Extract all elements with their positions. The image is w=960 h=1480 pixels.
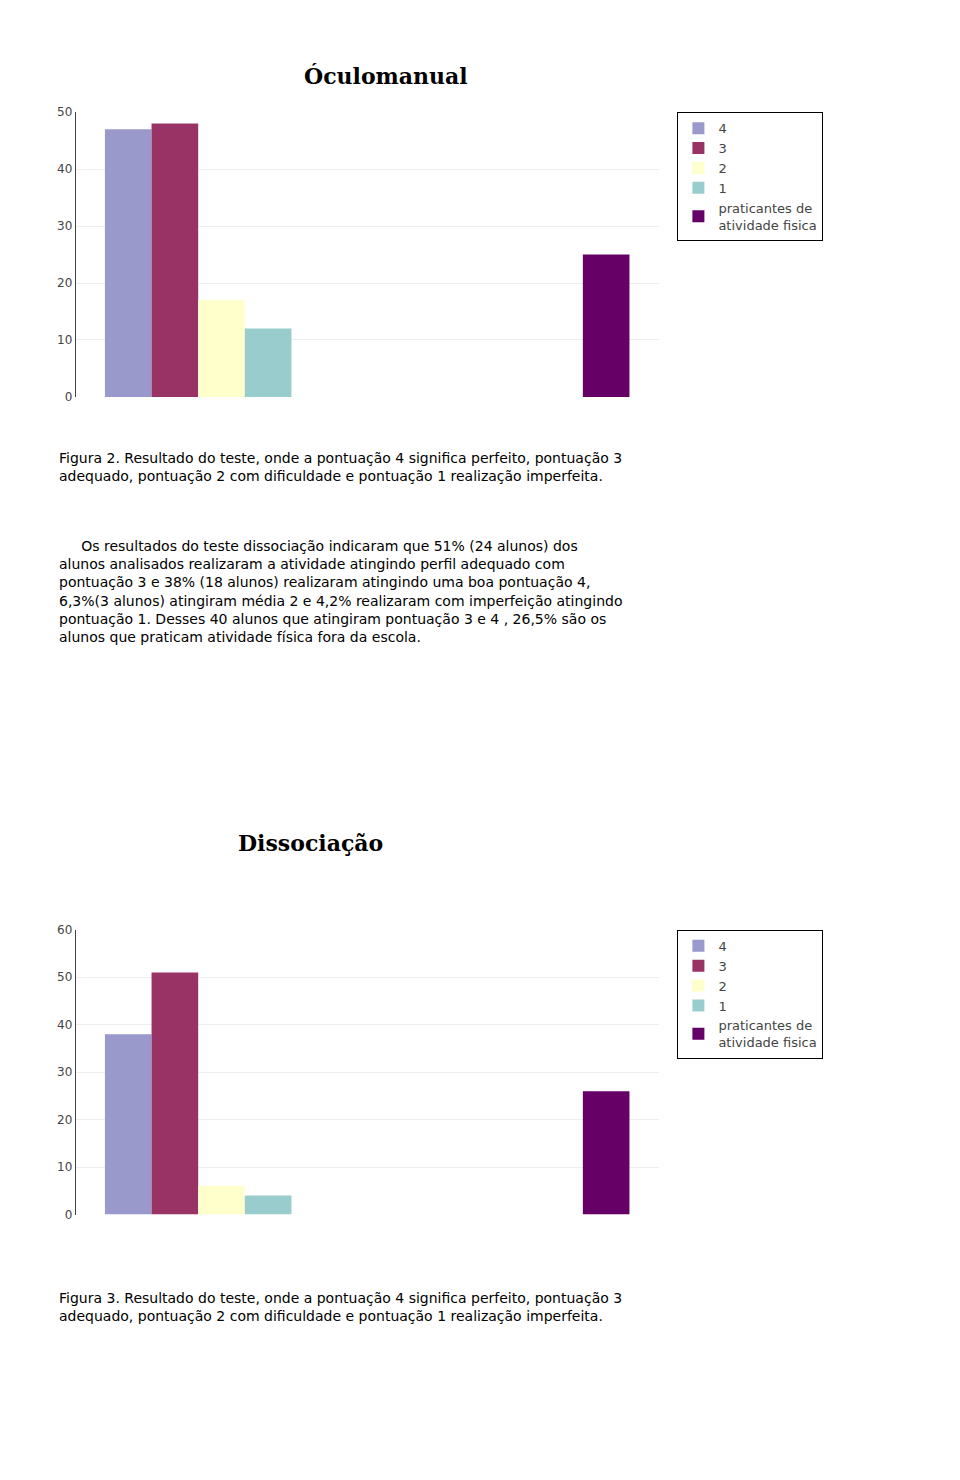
svg-text:4: 4 <box>718 121 726 136</box>
svg-text:praticantes deatividade fisica: praticantes deatividade fisica <box>718 201 816 233</box>
svg-text:0: 0 <box>65 390 73 404</box>
svg-text:Figura 3. Resultado do teste,: Figura 3. Resultado do teste, onde a pon… <box>59 1290 622 1324</box>
svg-text:2: 2 <box>718 979 726 994</box>
svg-text:2: 2 <box>718 161 726 176</box>
svg-text:Óculomanual: Óculomanual <box>304 63 468 89</box>
svg-text:Figura 2. Resultado do teste,: Figura 2. Resultado do teste, onde a pon… <box>59 450 622 484</box>
svg-text:4: 4 <box>718 939 726 954</box>
svg-text:3: 3 <box>718 141 726 156</box>
svg-text:1: 1 <box>718 999 726 1014</box>
svg-text:50: 50 <box>57 105 72 119</box>
svg-text:0: 0 <box>65 1208 73 1222</box>
svg-text:3: 3 <box>718 959 726 974</box>
svg-text:40: 40 <box>57 1018 72 1032</box>
svg-text:40: 40 <box>57 162 72 176</box>
svg-text:60: 60 <box>57 923 72 937</box>
svg-text:Os resultados do teste dissoci: Os resultados do teste dissociação indic… <box>59 538 622 645</box>
svg-text:50: 50 <box>57 970 72 984</box>
svg-text:1: 1 <box>718 181 726 196</box>
svg-text:10: 10 <box>57 1160 72 1174</box>
svg-text:20: 20 <box>57 276 72 290</box>
svg-text:20: 20 <box>57 1113 72 1127</box>
svg-text:10: 10 <box>57 333 72 347</box>
svg-text:Dissociação: Dissociação <box>238 830 383 856</box>
svg-text:30: 30 <box>57 219 72 233</box>
svg-text:30: 30 <box>57 1065 72 1079</box>
svg-text:praticantes deatividade fisica: praticantes deatividade fisica <box>718 1018 816 1050</box>
